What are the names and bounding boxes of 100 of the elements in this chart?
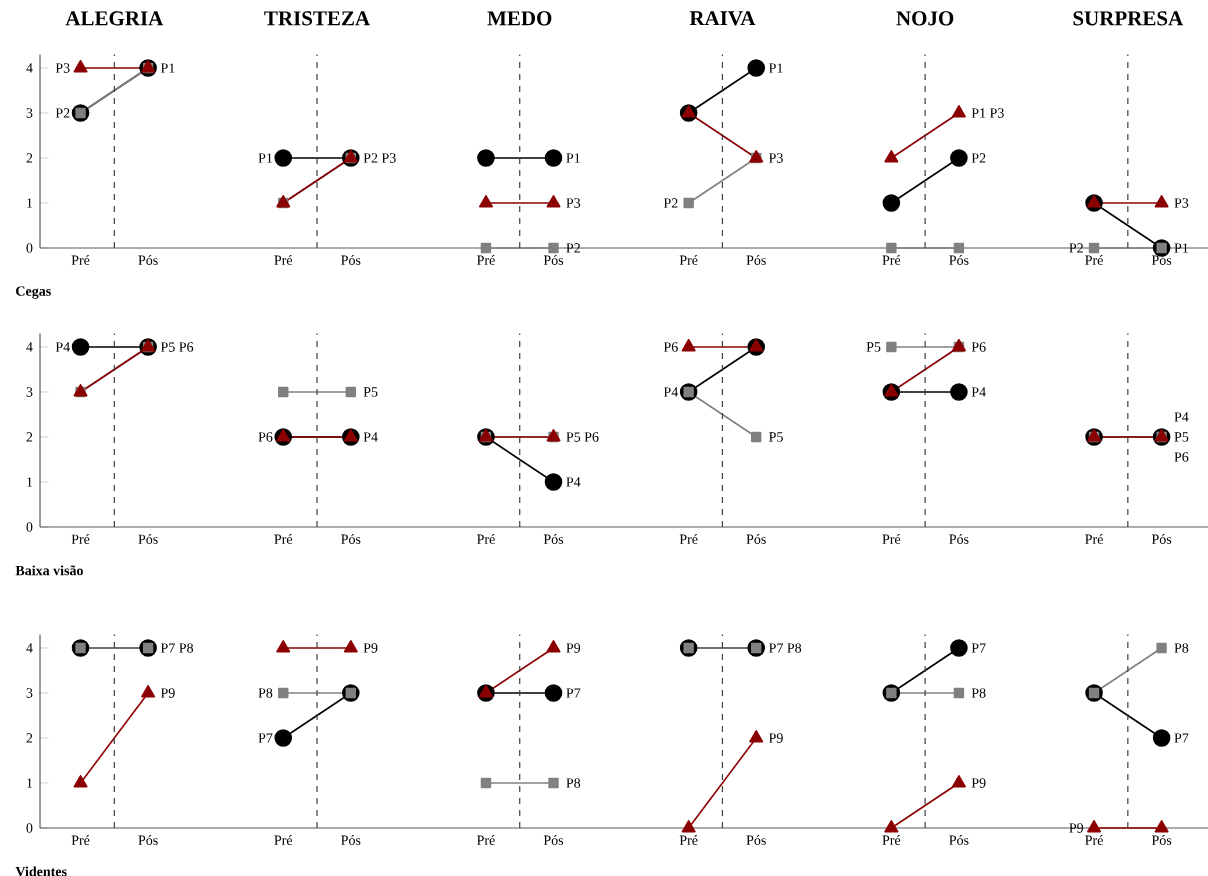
annotation: P8 — [971, 688, 986, 698]
annotation: P7 P8 — [160, 643, 194, 653]
x-tick-label: Pós — [1151, 255, 1172, 265]
x-tick-label: Pré — [1085, 835, 1103, 845]
annotation: P4 — [363, 432, 378, 442]
y-tick-label: 0 — [26, 823, 33, 833]
annotation: P6 — [971, 342, 986, 352]
annotation: P5 — [769, 432, 783, 442]
annotation: P1 P3 — [971, 108, 1004, 118]
annotation: P5 — [1174, 432, 1189, 442]
x-tick-label: Pré — [274, 835, 293, 845]
annotation: P9 — [769, 733, 783, 743]
annotation: P5 P6 — [160, 342, 194, 352]
annotation: P5 P6 — [566, 432, 599, 442]
annotation: P8 — [1174, 643, 1189, 653]
x-tick-label: Pré — [477, 534, 495, 544]
text: Baixa visão — [15, 565, 83, 576]
annotation: P2 P3 — [363, 153, 396, 163]
x-tick-label: Pós — [1151, 835, 1172, 845]
text: Videntes — [15, 866, 67, 876]
x-tick-label: Pós — [949, 835, 969, 845]
x-tick-label: Pré — [274, 255, 293, 265]
annotation: P6 — [663, 342, 678, 352]
x-tick-label: Pré — [477, 835, 495, 845]
annotation: P7 — [258, 733, 273, 743]
x-tick-label: Pós — [341, 835, 361, 845]
annotation: P9 — [566, 643, 581, 653]
chart-title: ALEGRIA — [65, 11, 164, 26]
y-tick-label: 3 — [26, 688, 33, 698]
annotation: P6 — [1174, 452, 1189, 462]
annotation: P7 — [566, 688, 581, 698]
x-tick-label: Pré — [71, 534, 90, 544]
annotation: P2 — [55, 108, 70, 118]
x-tick-label: Pós — [543, 255, 564, 265]
y-tick-label: 2 — [26, 153, 33, 163]
x-tick-label: Pré — [882, 255, 901, 265]
y-tick-label: 4 — [26, 342, 33, 352]
x-tick-label: Pós — [949, 534, 969, 544]
x-tick-label: Pós — [543, 534, 564, 544]
annotation: P8 — [258, 688, 273, 698]
annotation: P1 — [160, 63, 175, 73]
y-tick-label: 1 — [27, 477, 33, 487]
annotation: P7 — [1174, 733, 1189, 743]
annotation: P4 — [971, 387, 986, 397]
y-tick-label: 4 — [26, 63, 33, 73]
text: Cegas — [16, 286, 51, 299]
x-tick-label: Pós — [746, 534, 766, 544]
x-tick-label: Pré — [679, 534, 698, 544]
annotation: P3 — [769, 153, 783, 163]
y-tick-label: 3 — [26, 387, 33, 397]
annotation: P2 — [566, 243, 580, 253]
annotation: P7 — [971, 643, 986, 653]
x-tick-label: Pós — [341, 255, 361, 265]
annotation: P1 — [1174, 243, 1188, 253]
x-tick-label: Pré — [71, 255, 90, 265]
y-tick-label: 1 — [27, 778, 33, 788]
y-tick-label: 4 — [26, 643, 33, 653]
annotation: P3 — [1174, 198, 1189, 208]
annotation: P9 — [363, 643, 378, 653]
x-tick-label: Pós — [746, 835, 766, 845]
chart-title: TRISTEZA — [264, 11, 370, 26]
x-tick-label: Pós — [543, 835, 564, 845]
y-tick-label: 2 — [26, 733, 33, 743]
annotation: P5 — [363, 387, 378, 397]
y-tick-label: 2 — [26, 432, 33, 442]
y-tick-label: 0 — [26, 243, 33, 253]
x-tick-label: Pré — [1085, 255, 1103, 265]
x-tick-label: Pré — [679, 835, 698, 845]
annotation: P3 — [55, 63, 70, 73]
annotation: P4 — [55, 342, 70, 352]
x-tick-label: Pós — [341, 534, 361, 544]
x-tick-label: Pré — [274, 534, 293, 544]
x-tick-label: Pós — [949, 255, 969, 265]
x-tick-label: Pré — [679, 255, 698, 265]
x-tick-label: Pré — [71, 835, 90, 845]
annotation: P7 P8 — [769, 643, 802, 653]
annotation: P9 — [971, 778, 986, 788]
chart-title: NOJO — [896, 11, 954, 26]
x-tick-label: Pós — [746, 255, 766, 265]
y-tick-label: 1 — [27, 198, 33, 208]
x-tick-label: Pós — [138, 255, 158, 265]
annotation: P4 — [1174, 412, 1189, 422]
y-tick-label: 3 — [26, 108, 33, 118]
annotation: P2 — [1069, 243, 1083, 253]
annotation: P4 — [566, 477, 581, 487]
annotation: P1 — [566, 153, 580, 163]
x-tick-label: Pré — [477, 255, 495, 265]
annotation: P3 — [566, 198, 581, 208]
x-tick-label: Pós — [1151, 534, 1172, 544]
x-tick-label: Pré — [1085, 534, 1103, 544]
chart-title: SURPRESA — [1073, 11, 1184, 26]
annotation: P5 — [866, 342, 881, 352]
x-tick-label: Pós — [138, 835, 158, 845]
annotation: P6 — [258, 432, 273, 442]
annotation: P1 — [769, 63, 783, 73]
annotation: P4 — [663, 387, 679, 397]
annotation: P8 — [566, 778, 581, 788]
annotation: P1 — [258, 153, 272, 163]
x-tick-label: Pós — [138, 534, 158, 544]
chart-title: RAIVA — [689, 11, 756, 26]
